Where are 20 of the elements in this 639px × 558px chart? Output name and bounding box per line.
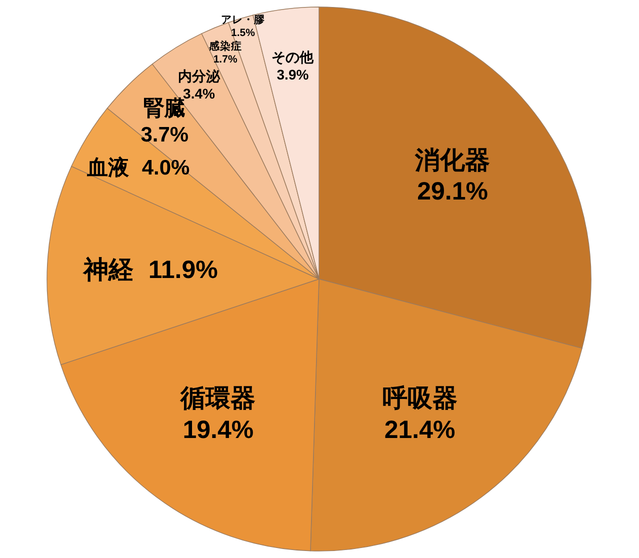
data-label: 3.4% xyxy=(183,85,216,102)
slice-label: 腎臓 xyxy=(144,97,186,120)
data-label: 1.5% xyxy=(231,26,256,39)
slice-label: 血液 xyxy=(86,155,130,180)
slice-label: 感染症 xyxy=(208,39,242,52)
slice-label: 神経 xyxy=(82,256,134,284)
slice-label: 呼吸器 xyxy=(382,384,458,413)
data-label: 3.7% xyxy=(140,123,189,146)
slice-label: 消化器 xyxy=(414,146,490,174)
slice-label: 循環器 xyxy=(180,384,256,413)
data-label: 4.0% xyxy=(142,156,190,180)
data-label: 29.1% xyxy=(417,178,488,206)
slice-label: アレ・膠 xyxy=(221,14,266,26)
data-label: 3.9% xyxy=(276,66,310,82)
data-label: 1.7% xyxy=(213,53,238,66)
slice-label: 内分泌 xyxy=(178,68,222,84)
data-label: 19.4% xyxy=(182,416,254,444)
slice-label: その他 xyxy=(272,48,315,65)
data-label: 21.4% xyxy=(384,416,456,444)
data-label: 11.9% xyxy=(148,256,218,284)
